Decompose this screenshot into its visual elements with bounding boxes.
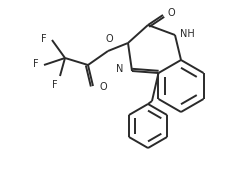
Text: F: F bbox=[52, 80, 58, 90]
Text: NH: NH bbox=[180, 29, 195, 39]
Text: O: O bbox=[99, 82, 107, 92]
Text: O: O bbox=[167, 8, 175, 18]
Text: N: N bbox=[116, 64, 124, 74]
Text: F: F bbox=[41, 34, 47, 44]
Text: O: O bbox=[105, 34, 113, 44]
Text: F: F bbox=[33, 59, 39, 69]
